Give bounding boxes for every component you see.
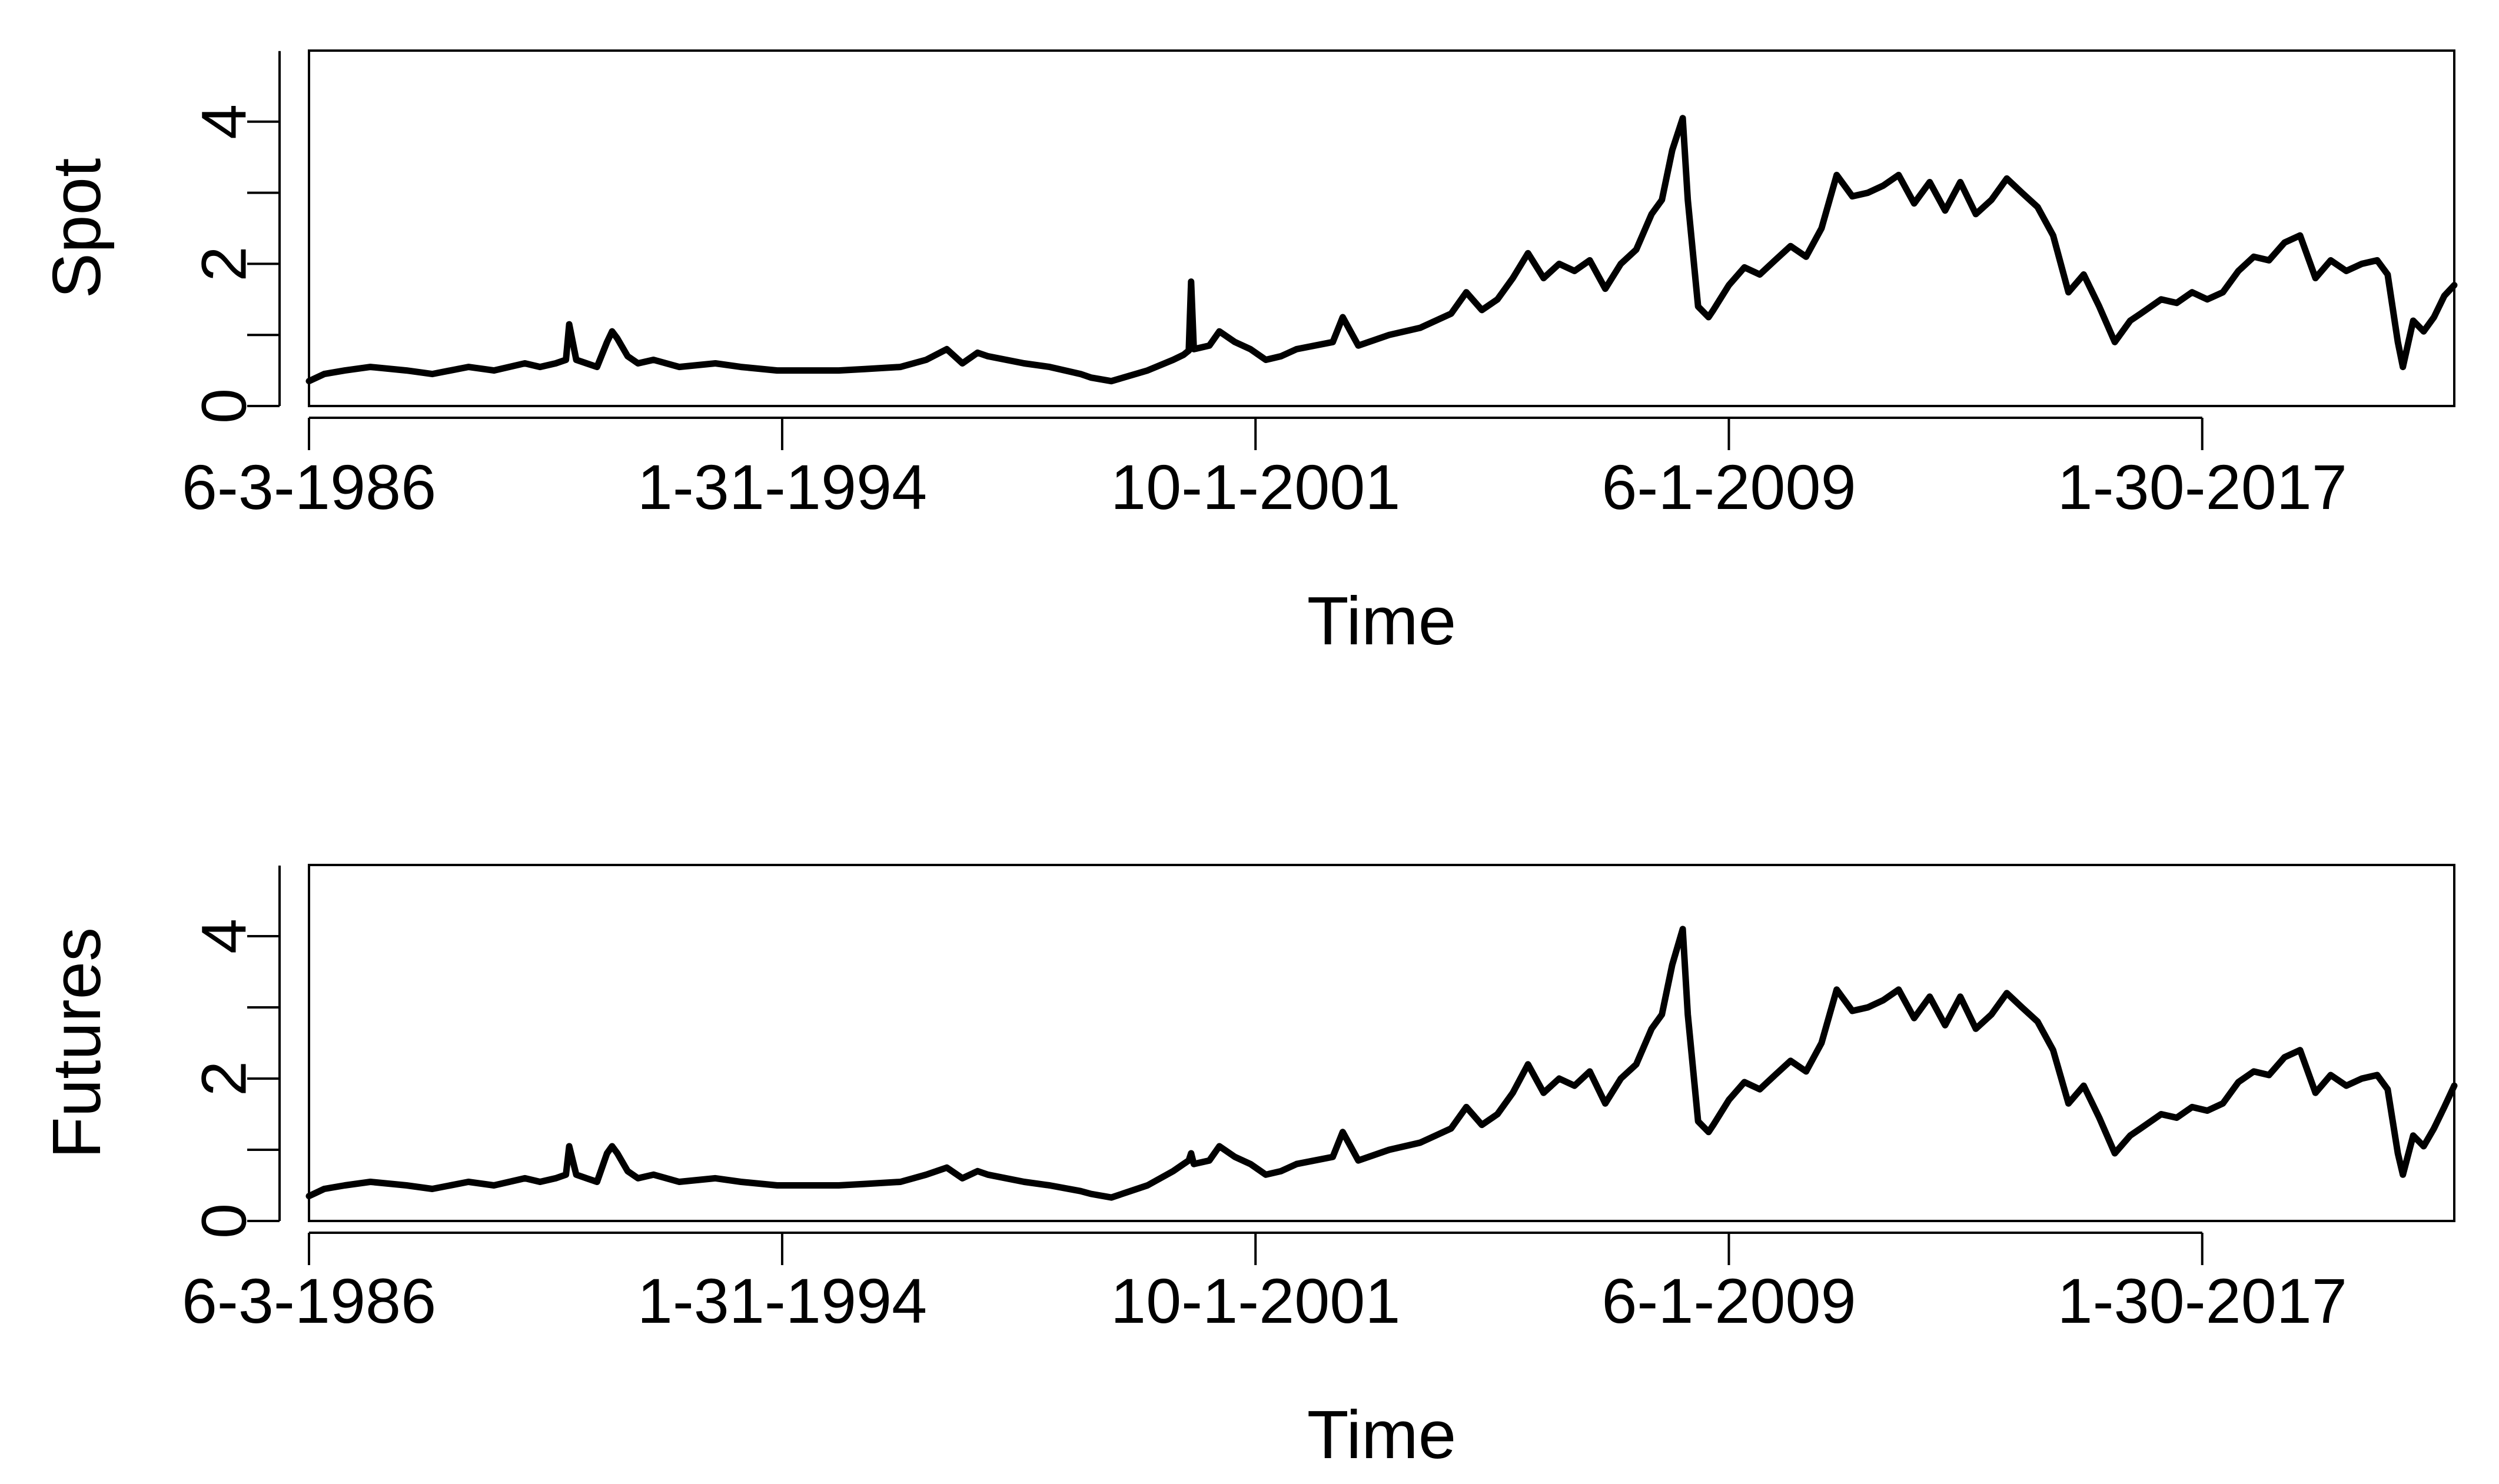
x-tick-label: 6-3-1986 bbox=[182, 1265, 436, 1336]
x-tick-label: 6-1-2009 bbox=[1601, 451, 1856, 523]
plot-frame bbox=[308, 864, 2455, 1222]
x-axis-title: Time bbox=[1307, 583, 1456, 659]
y-axis-title: Spot bbox=[38, 158, 115, 299]
y-tick-label: 2 bbox=[188, 246, 260, 281]
x-tick-label: 1-31-1994 bbox=[637, 451, 927, 523]
y-tick-label: 2 bbox=[188, 1061, 260, 1096]
x-tick-label: 10-1-2001 bbox=[1111, 451, 1400, 523]
plot-frame bbox=[308, 49, 2455, 407]
x-tick-label: 6-1-2009 bbox=[1601, 1265, 1856, 1336]
y-axis-title: Futures bbox=[38, 927, 115, 1159]
panel-bottom: 0 2 4 6-3-1986 1-31-1994 10-1-2001 6-1-2009 1-3… bbox=[38, 864, 2458, 1473]
series-line bbox=[305, 115, 2458, 385]
x-tick-label: 10-1-2001 bbox=[1111, 1265, 1400, 1336]
panel-top: 0 2 4 6-3-1986 1-31-1994 10-1-2001 6-1-2009 1-3… bbox=[38, 49, 2458, 659]
x-tick-label: 1-30-2017 bbox=[2058, 451, 2347, 523]
x-tick-label: 6-3-1986 bbox=[182, 451, 436, 523]
y-tick-label: 0 bbox=[188, 388, 260, 424]
y-tick-label: 4 bbox=[188, 919, 260, 954]
series-line bbox=[305, 926, 2458, 1201]
y-tick-label: 0 bbox=[188, 1203, 260, 1239]
x-tick-label: 1-30-2017 bbox=[2058, 1265, 2347, 1336]
y-tick-label: 4 bbox=[188, 104, 260, 139]
x-axis-title: Time bbox=[1307, 1396, 1456, 1473]
x-tick-label: 1-31-1994 bbox=[637, 1265, 927, 1336]
